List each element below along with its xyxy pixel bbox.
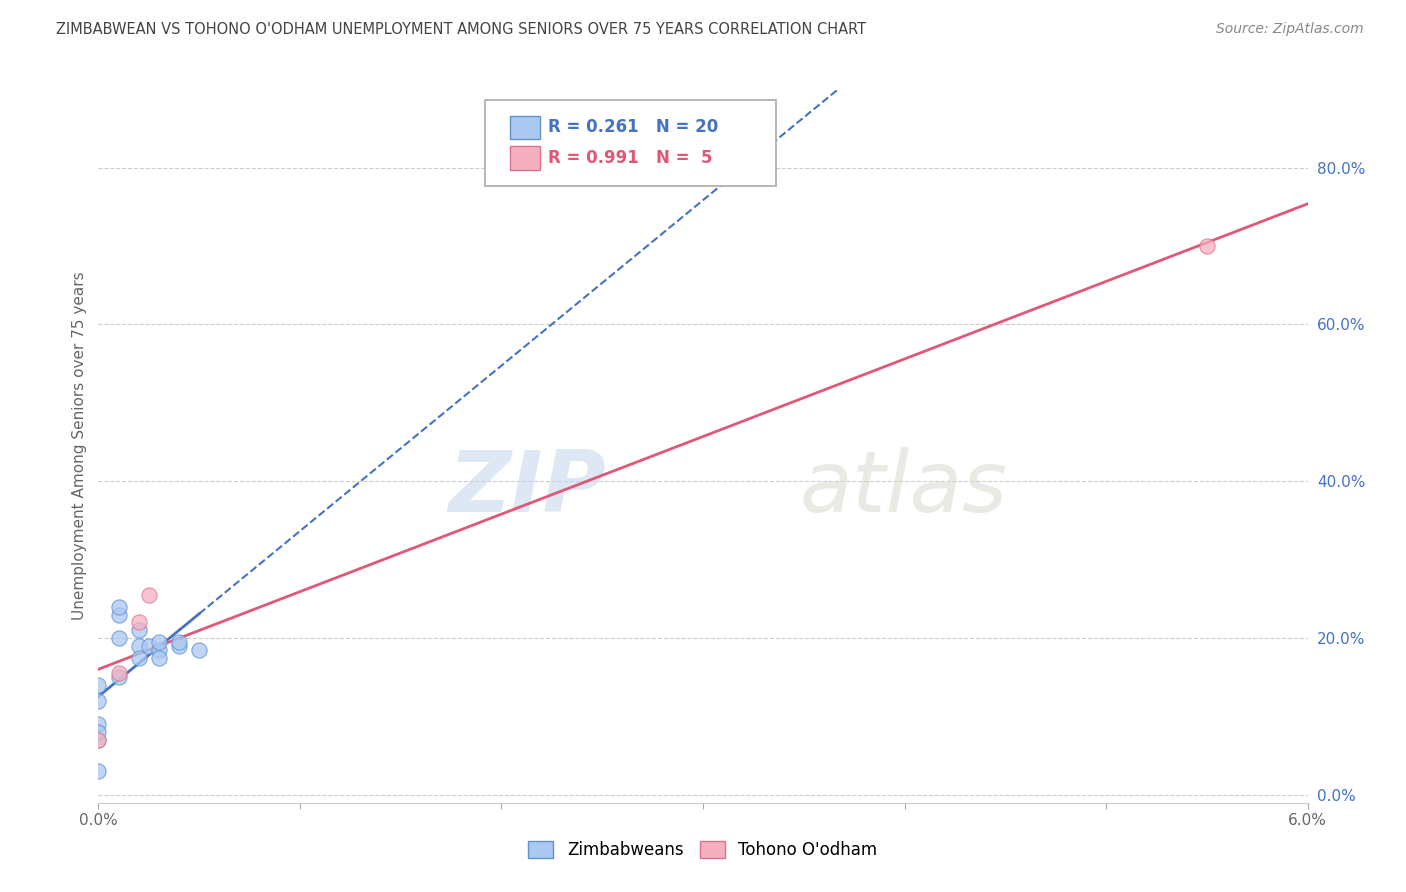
Point — [87, 694, 110, 708]
Point — [167, 639, 190, 653]
Point — [128, 639, 150, 653]
Text: R = 0.261   N = 20: R = 0.261 N = 20 — [548, 118, 718, 136]
Point — [107, 670, 129, 684]
Point — [87, 764, 110, 779]
Point — [87, 717, 110, 731]
Text: R = 0.991   N =  5: R = 0.991 N = 5 — [548, 150, 713, 168]
Point — [87, 725, 110, 739]
Point — [107, 607, 129, 622]
Point — [138, 639, 160, 653]
Text: Source: ZipAtlas.com: Source: ZipAtlas.com — [1216, 22, 1364, 37]
Point — [87, 733, 110, 747]
Point — [87, 678, 110, 692]
Bar — [509, 146, 540, 169]
Point — [138, 588, 160, 602]
Point — [188, 643, 211, 657]
Point — [148, 635, 170, 649]
Point — [107, 666, 129, 681]
Point — [148, 650, 170, 665]
Point — [148, 643, 170, 657]
Bar — [509, 116, 540, 139]
FancyBboxPatch shape — [485, 100, 776, 186]
Legend: Zimbabweans, Tohono O'odham: Zimbabweans, Tohono O'odham — [522, 834, 884, 866]
Point — [1195, 239, 1218, 253]
Point — [128, 615, 150, 630]
Text: atlas: atlas — [800, 447, 1008, 531]
Point — [128, 650, 150, 665]
Text: ZIMBABWEAN VS TOHONO O'ODHAM UNEMPLOYMENT AMONG SENIORS OVER 75 YEARS CORRELATIO: ZIMBABWEAN VS TOHONO O'ODHAM UNEMPLOYMEN… — [56, 22, 866, 37]
Point — [87, 733, 110, 747]
Point — [128, 624, 150, 638]
Point — [167, 635, 190, 649]
Y-axis label: Unemployment Among Seniors over 75 years: Unemployment Among Seniors over 75 years — [72, 272, 87, 620]
Point — [107, 631, 129, 645]
Text: ZIP: ZIP — [449, 447, 606, 531]
Point — [107, 599, 129, 614]
